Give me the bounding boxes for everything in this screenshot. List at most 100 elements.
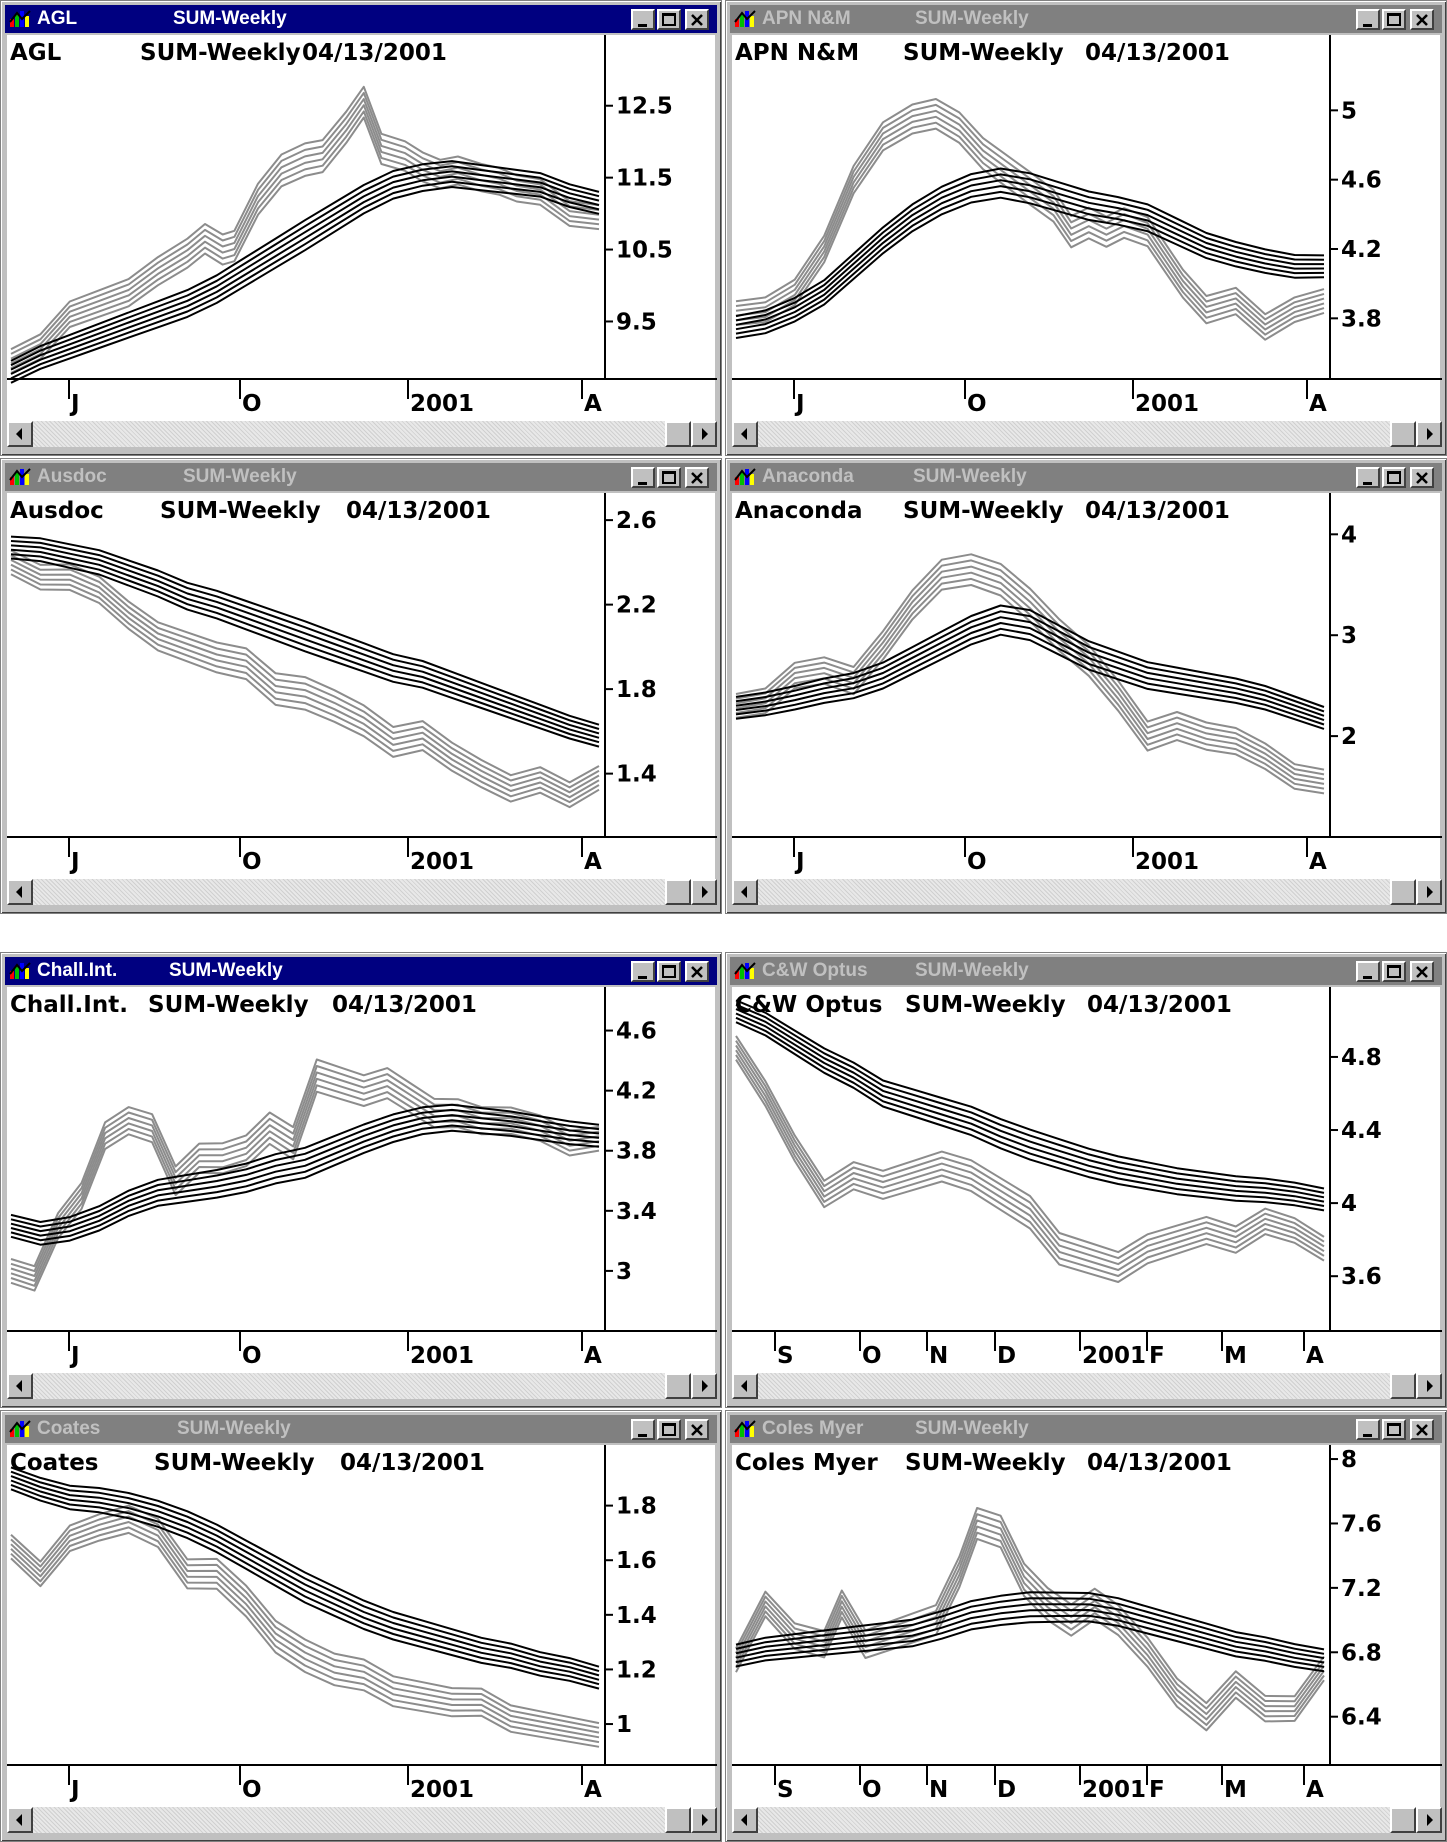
minimize-button[interactable] bbox=[631, 1419, 655, 1440]
title-bar[interactable]: Chall.Int. SUM-Weekly bbox=[5, 957, 717, 985]
horizontal-scrollbar[interactable] bbox=[732, 1373, 1442, 1399]
maximize-button[interactable] bbox=[657, 1419, 681, 1440]
app-icon[interactable] bbox=[734, 468, 756, 486]
short-term-average-line-6 bbox=[10, 1531, 600, 1748]
minimize-button[interactable] bbox=[1356, 9, 1380, 30]
long-term-average-line-6 bbox=[735, 196, 1325, 339]
y-tick-label: 2 bbox=[1341, 724, 1357, 750]
chart-area[interactable]: Coles Myer SUM-Weekly 04/13/2001 8 7.6 7.2 6.8… bbox=[732, 1445, 1442, 1807]
scroll-right-button[interactable] bbox=[1416, 1807, 1442, 1833]
scroll-thumb[interactable] bbox=[1390, 421, 1416, 447]
scroll-left-button[interactable] bbox=[732, 1807, 758, 1833]
title-bar[interactable]: Coates SUM-Weekly bbox=[5, 1415, 717, 1443]
chart-window[interactable]: Chall.Int. SUM-Weekly Chall.Int. SUM-Weekly… bbox=[0, 952, 722, 1408]
app-icon[interactable] bbox=[9, 468, 31, 486]
chart-area[interactable]: Anaconda SUM-Weekly 04/13/2001 4 3 2 J O 2001 A bbox=[732, 493, 1442, 879]
app-icon[interactable] bbox=[9, 10, 31, 28]
close-button[interactable] bbox=[1410, 467, 1434, 488]
scroll-right-button[interactable] bbox=[691, 1373, 717, 1399]
chart-area[interactable]: C&W Optus SUM-Weekly 04/13/2001 4.8 4.4 4 3.6 S… bbox=[732, 987, 1442, 1373]
scroll-left-button[interactable] bbox=[732, 879, 758, 905]
title-bar[interactable]: APN N&M SUM-Weekly bbox=[730, 5, 1442, 33]
scroll-right-button[interactable] bbox=[691, 879, 717, 905]
maximize-button[interactable] bbox=[1382, 1419, 1406, 1440]
title-bar[interactable]: AGL SUM-Weekly bbox=[5, 5, 717, 33]
y-tick-label: 3.4 bbox=[616, 1199, 657, 1225]
close-button[interactable] bbox=[1410, 1419, 1434, 1440]
close-button[interactable] bbox=[685, 961, 709, 982]
scroll-thumb[interactable] bbox=[1390, 879, 1416, 905]
window-title-study: SUM-Weekly bbox=[915, 8, 1029, 29]
scroll-thumb[interactable] bbox=[665, 1373, 691, 1399]
window-title-study: SUM-Weekly bbox=[177, 1418, 291, 1439]
scroll-right-button[interactable] bbox=[691, 421, 717, 447]
chart-area[interactable]: AGL SUM-Weekly 04/13/2001 12.5 11.5 10.5 9.5 J O… bbox=[7, 35, 717, 421]
close-button[interactable] bbox=[1410, 9, 1434, 30]
scroll-thumb[interactable] bbox=[1390, 1807, 1416, 1833]
arrow-left-icon bbox=[16, 886, 22, 898]
long-term-average-line-6 bbox=[10, 186, 600, 384]
scroll-left-button[interactable] bbox=[732, 1373, 758, 1399]
maximize-button[interactable] bbox=[1382, 9, 1406, 30]
minimize-button[interactable] bbox=[1356, 467, 1380, 488]
app-icon[interactable] bbox=[9, 1420, 31, 1438]
minimize-button[interactable] bbox=[631, 9, 655, 30]
chart-window[interactable]: Coates SUM-Weekly Coates SUM-Weekly 04/13/20… bbox=[0, 1410, 722, 1842]
title-bar[interactable]: C&W Optus SUM-Weekly bbox=[730, 957, 1442, 985]
maximize-button[interactable] bbox=[1382, 467, 1406, 488]
app-icon[interactable] bbox=[734, 962, 756, 980]
chart-area[interactable]: Chall.Int. SUM-Weekly 04/13/2001 4.6 4.2 3.8 3… bbox=[7, 987, 717, 1373]
scroll-left-button[interactable] bbox=[7, 421, 33, 447]
minimize-button[interactable] bbox=[1356, 1419, 1380, 1440]
horizontal-scrollbar[interactable] bbox=[7, 421, 717, 447]
close-button[interactable] bbox=[685, 467, 709, 488]
scroll-left-button[interactable] bbox=[7, 1807, 33, 1833]
chart-window[interactable]: AGL SUM-Weekly AGL SUM-Weekly 04/13/2001 12.5… bbox=[0, 0, 722, 456]
scroll-left-button[interactable] bbox=[7, 1373, 33, 1399]
scroll-right-button[interactable] bbox=[1416, 1373, 1442, 1399]
maximize-button[interactable] bbox=[1382, 961, 1406, 982]
scroll-thumb[interactable] bbox=[665, 879, 691, 905]
short-term-average-line-1 bbox=[735, 1035, 1325, 1254]
title-bar[interactable]: Coles Myer SUM-Weekly bbox=[730, 1415, 1442, 1443]
scroll-left-button[interactable] bbox=[732, 421, 758, 447]
horizontal-scrollbar[interactable] bbox=[7, 1807, 717, 1833]
minimize-button[interactable] bbox=[631, 467, 655, 488]
minimize-button[interactable] bbox=[631, 961, 655, 982]
horizontal-scrollbar[interactable] bbox=[7, 1373, 717, 1399]
scroll-right-button[interactable] bbox=[691, 1807, 717, 1833]
chart-window[interactable]: Ausdoc SUM-Weekly Ausdoc SUM-Weekly 04/13/20… bbox=[0, 458, 722, 914]
title-bar[interactable]: Ausdoc SUM-Weekly bbox=[5, 463, 717, 491]
scroll-thumb[interactable] bbox=[665, 421, 691, 447]
chart-window[interactable]: Anaconda SUM-Weekly Anaconda SUM-Weekly 04/1… bbox=[725, 458, 1447, 914]
scroll-thumb[interactable] bbox=[1390, 1373, 1416, 1399]
long-term-average-line-5 bbox=[10, 1124, 600, 1242]
horizontal-scrollbar[interactable] bbox=[732, 1807, 1442, 1833]
app-icon[interactable] bbox=[734, 10, 756, 28]
maximize-button[interactable] bbox=[657, 467, 681, 488]
scroll-thumb[interactable] bbox=[665, 1807, 691, 1833]
close-button[interactable] bbox=[1410, 961, 1434, 982]
chart-window[interactable]: C&W Optus SUM-Weekly C&W Optus SUM-Weekly 04… bbox=[725, 952, 1447, 1408]
title-bar[interactable]: Anaconda SUM-Weekly bbox=[730, 463, 1442, 491]
app-icon[interactable] bbox=[9, 962, 31, 980]
horizontal-scrollbar[interactable] bbox=[732, 421, 1442, 447]
chart-area[interactable]: Coates SUM-Weekly 04/13/2001 1.8 1.6 1.4 1.2 1 J… bbox=[7, 1445, 717, 1807]
chart-window[interactable]: Coles Myer SUM-Weekly Coles Myer SUM-Weekly… bbox=[725, 1410, 1447, 1842]
close-button[interactable] bbox=[685, 1419, 709, 1440]
maximize-button[interactable] bbox=[657, 9, 681, 30]
chart-area[interactable]: Ausdoc SUM-Weekly 04/13/2001 2.6 2.2 1.8 1.4 J O… bbox=[7, 493, 717, 879]
short-term-average-line-3 bbox=[10, 1071, 600, 1277]
close-icon bbox=[691, 966, 703, 978]
app-icon[interactable] bbox=[734, 1420, 756, 1438]
scroll-right-button[interactable] bbox=[1416, 421, 1442, 447]
horizontal-scrollbar[interactable] bbox=[732, 879, 1442, 905]
chart-area[interactable]: APN N&M SUM-Weekly 04/13/2001 5 4.6 4.2 3.8 J O 2… bbox=[732, 35, 1442, 421]
close-button[interactable] bbox=[685, 9, 709, 30]
maximize-button[interactable] bbox=[657, 961, 681, 982]
minimize-button[interactable] bbox=[1356, 961, 1380, 982]
chart-window[interactable]: APN N&M SUM-Weekly APN N&M SUM-Weekly 04/13/… bbox=[725, 0, 1447, 456]
scroll-left-button[interactable] bbox=[7, 879, 33, 905]
scroll-right-button[interactable] bbox=[1416, 879, 1442, 905]
horizontal-scrollbar[interactable] bbox=[7, 879, 717, 905]
